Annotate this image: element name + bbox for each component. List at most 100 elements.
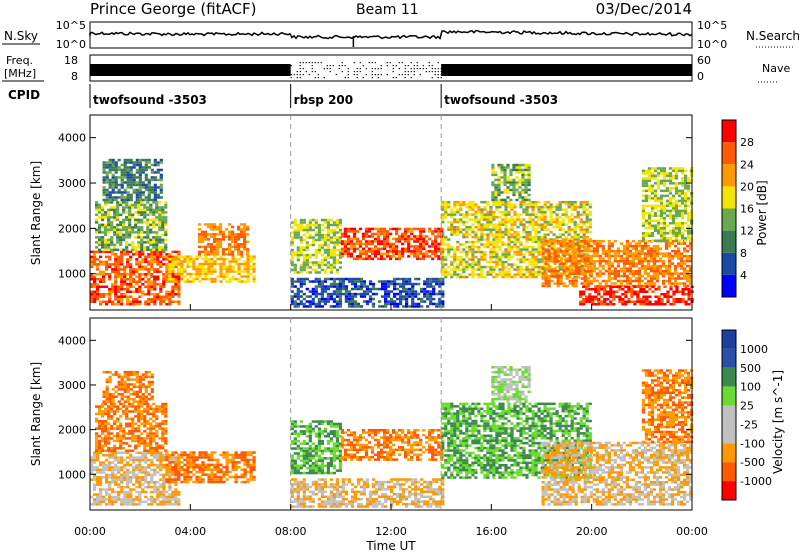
echo-cell [575,250,578,253]
echo-cell [95,206,98,209]
echo-cell [164,221,167,224]
echo-cell [122,229,125,232]
echo-cell [635,262,638,265]
echo-cell [291,278,294,281]
echo-cell [471,206,474,209]
echo-cell [402,298,405,301]
echo-cell [678,230,681,233]
echo-cell [657,167,660,170]
echo-cell [657,187,660,190]
echo-cell [644,245,647,248]
echo-cell [243,228,246,231]
echo-cell [663,293,666,296]
echo-cell [216,275,219,278]
echo-cell [392,248,395,251]
echo-cell [501,211,504,214]
freq-dot [390,62,391,63]
echo-cell [562,213,565,216]
echo-cell [353,243,356,246]
echo-cell [516,248,519,251]
echo-cell [572,282,575,285]
echo-cell [504,248,507,251]
freq-dot [300,68,301,69]
echo-cell [350,245,353,248]
echo-cell [117,266,120,269]
echo-cell [525,246,528,249]
echo-cell [654,230,657,233]
echo-cell [497,189,500,192]
echo-cell [596,242,599,245]
echo-cell [651,192,654,195]
echo-cell [297,231,300,234]
echo-cell [158,216,161,219]
echo-cell [195,273,198,276]
echo-cell [312,290,315,293]
echo-cell [235,278,238,281]
echo-cell [571,221,574,224]
echo-cell [554,282,557,285]
echo-cell [120,268,123,271]
echo-cell [434,243,437,246]
echo-cell [216,228,219,231]
echo-cell [174,258,177,261]
echo-cell [492,216,495,219]
echo-cell [336,271,339,274]
echo-cell [642,200,645,203]
echo-cell [554,275,557,278]
echo-cell [519,261,522,264]
echo-cell [544,223,547,226]
echo-cell [165,273,168,276]
echo-cell [687,190,690,193]
echo-cell [583,233,586,236]
echo-cell [435,283,438,286]
echo-cell [560,260,563,263]
echo-cell [171,288,174,291]
echo-cell [491,169,494,172]
echo-cell [578,255,581,258]
echo-cell [333,261,336,264]
echo-cell [114,273,117,276]
echo-cell [503,176,506,179]
echo-cell [124,159,127,162]
echo-cell [630,293,633,296]
echo-cell [135,258,138,261]
echo-cell [559,228,562,231]
echo-cell [102,296,105,299]
echo-cell [153,296,156,299]
echo-cell [510,203,513,206]
echo-cell [668,252,671,255]
echo-cell [585,286,588,289]
echo-cell [662,280,665,283]
echo-cell [650,260,653,263]
echo-cell [216,246,219,249]
echo-cell [489,228,492,231]
echo-cell [426,295,429,298]
echo-cell [408,293,411,296]
echo-cell [339,280,342,283]
echo-cell [165,263,168,266]
echo-cell [198,280,201,283]
echo-cell [138,273,141,276]
echo-cell [114,303,117,306]
power-colorbar-tick: 28 [740,136,754,149]
echo-cell [119,236,122,239]
echo-cell [588,301,591,304]
echo-cell [638,267,641,270]
freq-dot [375,68,376,69]
echo-cell [586,236,589,239]
echo-cell [645,298,648,301]
echo-cell [180,275,183,278]
echo-cell [663,180,666,183]
echo-cell [375,293,378,296]
echo-cell [135,303,138,306]
echo-cell [560,282,563,285]
echo-cell [222,238,225,241]
echo-cell [404,235,407,238]
echo-cell [321,254,324,256]
echo-cell [238,280,241,283]
echo-cell [441,221,444,224]
echo-cell [327,219,330,222]
echo-cell [515,199,518,202]
echo-cell [686,277,689,280]
